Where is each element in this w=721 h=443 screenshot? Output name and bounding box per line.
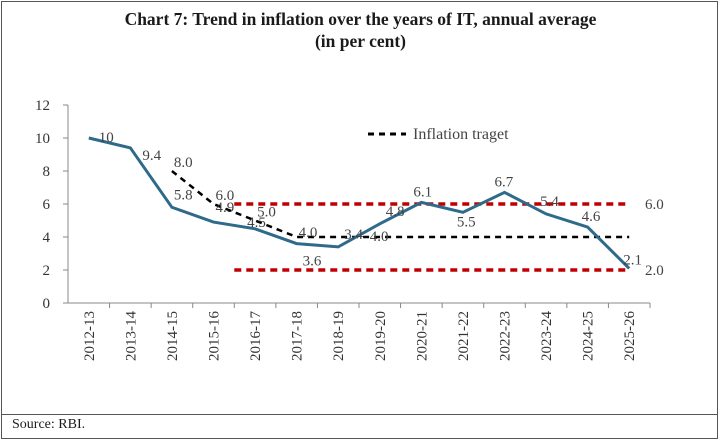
inflation-line xyxy=(88,136,631,270)
x-tick-label: 2012-13 xyxy=(82,311,98,361)
x-tick-label: 2015-16 xyxy=(207,311,223,361)
inflation-data-label: 6.7 xyxy=(495,174,514,190)
inflation-data-label: 3.4 xyxy=(344,227,363,243)
upper-tolerance-label: 6.0 xyxy=(645,197,664,213)
source-divider xyxy=(1,414,718,415)
chart-title-line1: Chart 7: Trend in inflation over the yea… xyxy=(124,9,597,29)
chart-title: Chart 7: Trend in inflation over the yea… xyxy=(0,8,721,52)
inflation-data-label: 2.1 xyxy=(623,252,642,268)
legend-target-label: Inflation traget xyxy=(413,126,509,143)
x-tick-label: 2020-21 xyxy=(414,311,430,361)
inflation-data-label: 4.5 xyxy=(247,215,266,231)
x-tick-label: 2023-24 xyxy=(539,311,555,361)
y-tick-label: 4 xyxy=(43,230,51,246)
inflation-data-label: 6.1 xyxy=(413,184,432,200)
inflation-data-label: 5.8 xyxy=(174,187,193,203)
y-tick-label: 12 xyxy=(35,98,50,114)
y-tick-label: 8 xyxy=(43,164,51,180)
x-tick-label: 2022-23 xyxy=(498,311,514,361)
target-data-label: 6.0 xyxy=(216,188,235,204)
target-data-label: 5.0 xyxy=(257,205,276,221)
x-tick-label: 2018-19 xyxy=(331,311,347,361)
inflation-data-label: 10 xyxy=(99,130,114,146)
target-data-label: 8.0 xyxy=(174,155,193,171)
target-data-label: 4.0 xyxy=(299,225,318,241)
y-tick-label: 0 xyxy=(43,296,51,312)
x-tick-label: 2017-18 xyxy=(290,311,306,361)
x-tick-label: 2013-14 xyxy=(123,311,139,361)
x-tick-label: 2021-22 xyxy=(456,311,472,361)
inflation-data-label: 4.9 xyxy=(216,200,235,216)
inflation-data-label: 5.5 xyxy=(457,214,476,230)
target-data-label: 4.0 xyxy=(370,229,389,245)
x-tick-label: 2019-20 xyxy=(373,311,389,361)
y-tick-label: 2 xyxy=(43,263,51,279)
chart-title-line2: (in per cent) xyxy=(314,31,407,51)
x-tick-label: 2014-15 xyxy=(165,311,181,361)
inflation-target-line xyxy=(171,170,630,239)
inflation-data-label: 4.6 xyxy=(582,209,601,225)
inflation-data-label: 3.6 xyxy=(303,254,322,270)
inflation-data-label: 5.4 xyxy=(540,194,559,210)
y-tick-label: 6 xyxy=(43,197,51,213)
inflation-data-label: 9.4 xyxy=(142,148,161,164)
x-tick-label: 2016-17 xyxy=(248,311,264,361)
inflation-data-label: 4.8 xyxy=(386,204,405,220)
x-tick-label: 2024-25 xyxy=(581,311,597,361)
x-tick-label: 2025-26 xyxy=(622,311,638,361)
source-note: Source: RBI. xyxy=(12,417,86,432)
lower-tolerance-label: 2.0 xyxy=(645,263,664,279)
y-tick-label: 10 xyxy=(35,131,50,147)
